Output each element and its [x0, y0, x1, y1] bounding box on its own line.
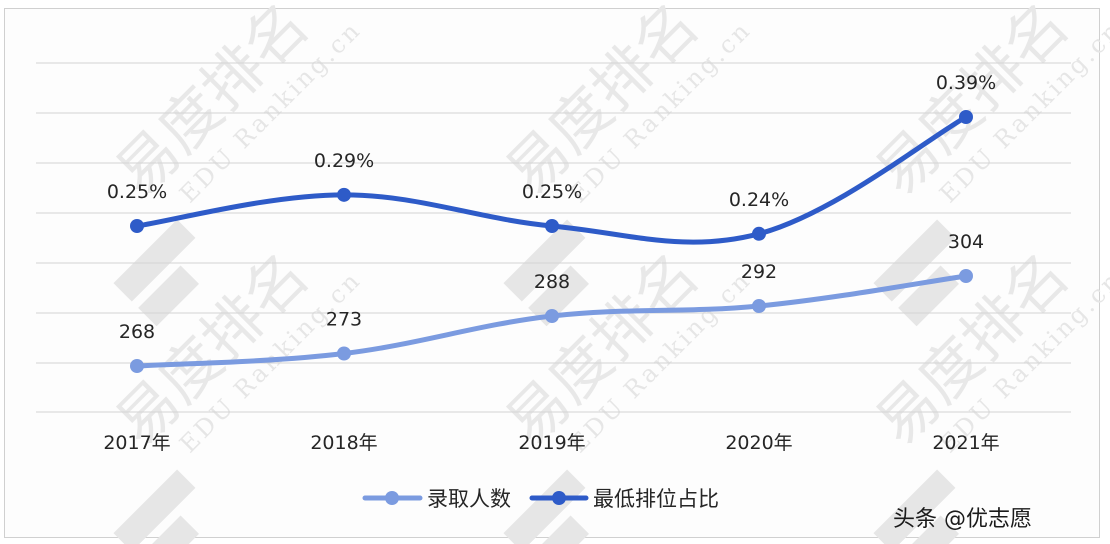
x-axis-tick-label: 2018年	[310, 432, 377, 454]
x-axis-tick-label: 2020年	[725, 432, 792, 454]
legend-item-admissions[interactable]: 录取人数	[362, 487, 511, 511]
data-point-marker[interactable]	[130, 359, 144, 373]
data-point-marker[interactable]	[752, 226, 766, 241]
legend: 录取人数 最低排位占比	[362, 487, 719, 511]
data-label: 304	[948, 231, 984, 253]
data-point-marker[interactable]	[337, 346, 351, 361]
data-point-marker[interactable]	[130, 219, 144, 233]
data-label: 292	[741, 261, 777, 283]
x-axis-labels: 2017年 2018年 2019年 2020年 2021年	[103, 432, 999, 454]
series-lines	[130, 110, 973, 373]
data-label: 0.24%	[729, 189, 789, 211]
data-point-marker[interactable]	[959, 269, 973, 283]
data-label: 0.29%	[314, 150, 374, 172]
data-point-marker[interactable]	[545, 219, 559, 233]
x-axis-tick-label: 2021年	[932, 432, 999, 454]
data-point-marker[interactable]	[337, 187, 351, 202]
data-point-marker[interactable]	[752, 299, 766, 313]
data-label: 273	[326, 309, 362, 331]
data-label: 0.25%	[522, 181, 582, 203]
data-label: 288	[534, 271, 570, 293]
data-point-marker[interactable]	[959, 110, 973, 124]
legend-item-min-rank-ratio[interactable]: 最低排位占比	[529, 487, 719, 511]
legend-label-admissions: 录取人数	[427, 487, 511, 511]
source-credit: 头条 @优志愿	[893, 507, 1032, 532]
legend-marker-min-rank-ratio	[552, 491, 566, 505]
x-axis-tick-label: 2017年	[103, 432, 170, 454]
legend-label-min-rank-ratio: 最低排位占比	[593, 487, 719, 511]
x-axis-tick-label: 2019年	[518, 432, 585, 454]
data-label: 0.39%	[936, 72, 996, 94]
data-label: 0.25%	[107, 181, 167, 203]
data-point-marker[interactable]	[545, 309, 559, 323]
legend-marker-admissions	[385, 491, 399, 505]
data-label: 268	[119, 321, 155, 343]
data-labels: 268 273 288 292 304 0.25% 0.29% 0.25% 0.24% 0.39%	[107, 72, 996, 343]
